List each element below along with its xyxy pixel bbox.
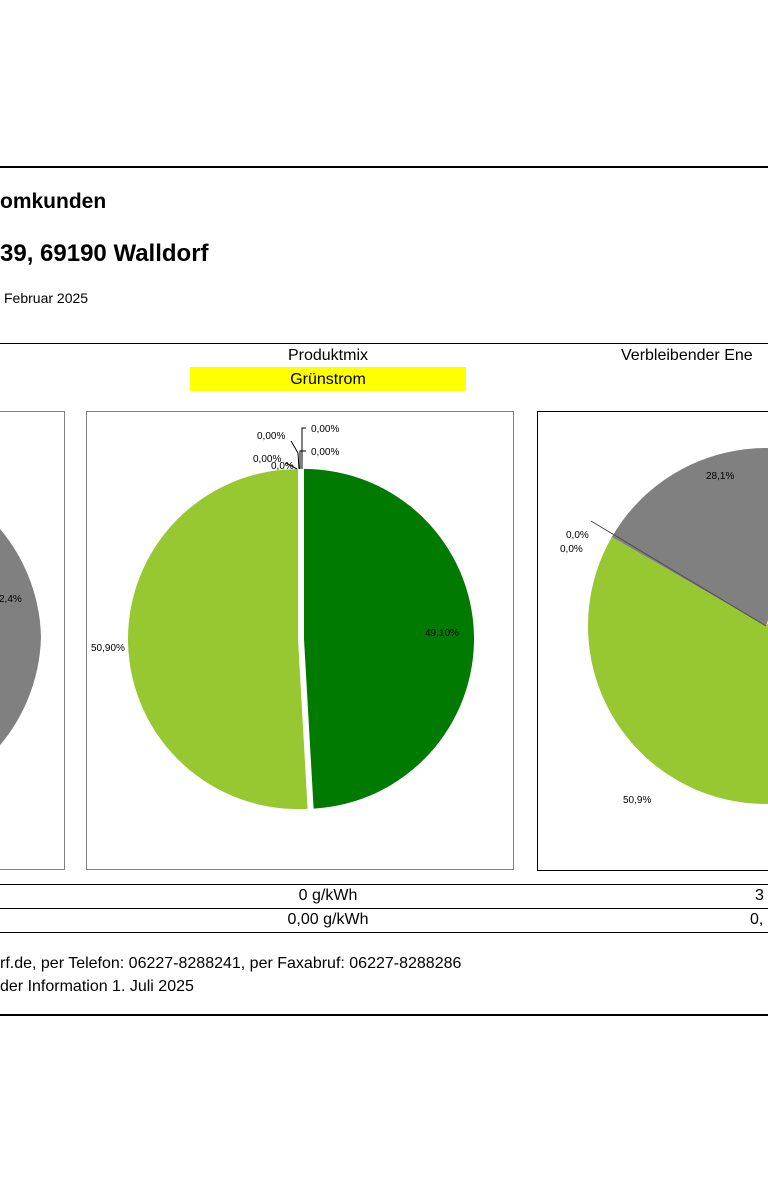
produktmix-chart-box: 49,10% 50,90% 0,00% 0,00% 0,00% 0,00% 0,0% <box>86 411 514 870</box>
table-rule-1 <box>0 884 768 885</box>
date-line: Februar 2025 <box>4 290 89 306</box>
gruenstrom-label: Grünstrom <box>290 371 366 388</box>
bottom-rule <box>0 1014 768 1016</box>
pie-leader-line <box>290 440 300 470</box>
pie-label-dark-green: 49,10% <box>425 628 459 639</box>
pie-label-zero-b: 0,0% <box>560 544 583 555</box>
pie-label-zero-0: 0,00% <box>257 431 285 442</box>
table-rule-3 <box>0 932 768 933</box>
verbleibend-pie-chart: 28,1% 50,9% 0,0% 0,0% <box>560 448 768 806</box>
address-title: 39, 69190 Walldorf <box>0 240 209 267</box>
left-pie-slice <box>0 637 41 746</box>
pie-separator <box>590 520 767 627</box>
pie-slice-grey <box>611 448 768 626</box>
table-rule-2 <box>0 908 768 909</box>
left-pie-chart <box>0 528 41 746</box>
verbleibend-chart-box: 28,1% 50,9% 0,0% 0,0% <box>537 411 768 871</box>
pie-leader-line <box>299 450 306 469</box>
produktmix-header: Produktmix <box>287 347 369 364</box>
verbleibend-co2-value: 3 <box>755 887 764 904</box>
gruenstrom-label-box: Grünstrom <box>190 367 466 391</box>
footer-date-line: der Information 1. Juli 2025 <box>0 978 194 995</box>
pie-label-grey: 28,1% <box>706 471 734 482</box>
pie-slice-dark-green <box>303 468 474 809</box>
top-rule <box>0 166 768 168</box>
left-chart-box: 2,4% <box>0 411 65 870</box>
produktmix-pie-chart: 49,10%50,90%0,00%0,00%0,00%0,00%0,0% <box>91 424 474 810</box>
left-pie-slice-top <box>0 528 41 637</box>
pie-label-zero-1: 0,00% <box>311 424 339 435</box>
document-title: omkunden <box>0 190 107 213</box>
pie-label-light-green: 50,9% <box>623 795 651 806</box>
pie-label-zero-a: 0,0% <box>566 530 589 541</box>
footer-contact-line: rf.de, per Telefon: 06227-8288241, per F… <box>0 955 462 972</box>
left-pie-label: 2,4% <box>0 594 22 605</box>
pie-leader-line <box>301 427 306 469</box>
pie-label-zero-2: 0,00% <box>253 454 281 465</box>
pie-label-light-green: 50,90% <box>91 643 125 654</box>
verbleibend-header: Verbleibender Ene <box>621 347 753 364</box>
left-pie-group <box>0 528 41 746</box>
produktmix-co2-value: 0 g/kWh <box>298 887 358 904</box>
verbleibend-waste-value: 0, <box>750 911 764 928</box>
pie-slice-light-green <box>128 469 308 810</box>
chart-section-rule <box>0 343 768 344</box>
produktmix-waste-value: 0,00 g/kWh <box>287 911 369 928</box>
verbleibend-pie-group <box>588 448 768 804</box>
pie-leader-line <box>285 462 298 470</box>
pie-label-zero-3: 0,00% <box>311 447 339 458</box>
pie-label-zero-4: 0,0% <box>271 461 294 472</box>
pie-slice-light-green <box>588 537 768 804</box>
